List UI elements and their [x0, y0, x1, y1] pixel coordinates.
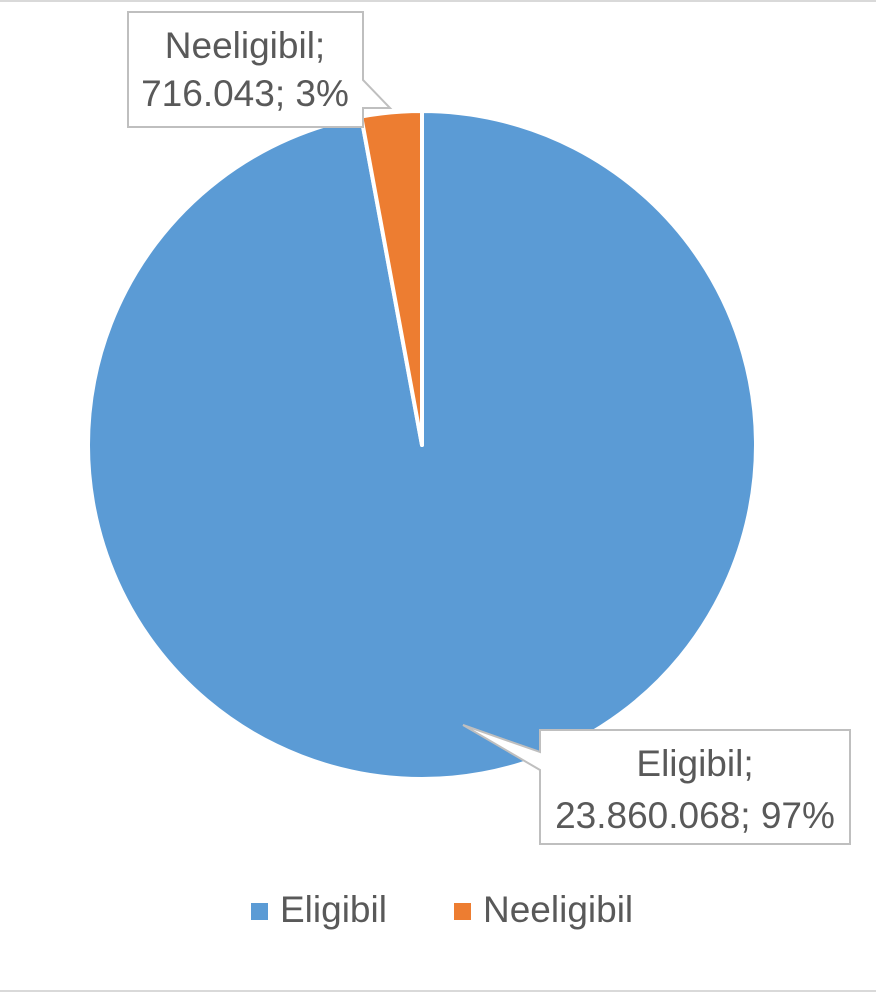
data-label-neeligibil-line1: Neeligibil; — [165, 25, 325, 66]
legend-swatch-eligibil — [251, 903, 268, 920]
callout-box-neeligibil — [127, 11, 393, 128]
data-label-eligibil-line2: 23.860.068; 97% — [555, 795, 835, 836]
callout-box-eligibil — [462, 724, 851, 845]
data-label-neeligibil-line2: 716.043; 3% — [141, 73, 349, 114]
legend-label-neeligibil: Neeligibil — [483, 889, 633, 930]
bottom-border — [0, 990, 876, 992]
top-border — [0, 0, 876, 2]
legend-swatch-neeligibil — [454, 903, 471, 920]
pie-slices — [86, 109, 758, 781]
callout-eligibil: Eligibil; 23.860.068; 97% — [462, 724, 851, 845]
callout-neeligibil: Neeligibil; 716.043; 3% — [127, 11, 393, 128]
data-label-eligibil-line1: Eligibil; — [636, 743, 753, 784]
legend: Eligibil Neeligibil — [251, 889, 633, 930]
legend-label-eligibil: Eligibil — [280, 889, 387, 930]
